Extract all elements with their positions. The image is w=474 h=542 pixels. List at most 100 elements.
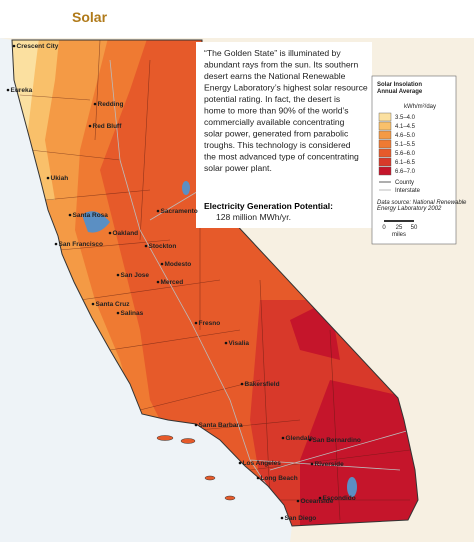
city-dot xyxy=(160,262,164,266)
city-label: Fresno xyxy=(199,320,221,327)
ocean xyxy=(0,38,292,542)
city-label: Salinas xyxy=(121,310,144,317)
legend-source: Data source: National Renewable xyxy=(377,200,467,206)
scale-unit: miles xyxy=(392,232,406,238)
city-dot xyxy=(68,213,72,217)
legend-title: Annual Average xyxy=(377,89,423,95)
description-line: desert earns the National Renewable xyxy=(204,71,346,81)
city-labels: Crescent City Eureka Redding Red Bluff Ukiah… xyxy=(6,43,361,522)
description-line: the most advanced type of concentrating xyxy=(204,152,359,162)
city-dot xyxy=(224,341,228,345)
scale-bar xyxy=(384,220,414,222)
legend-line-label: Interstate xyxy=(395,188,421,194)
city-label: Oakland xyxy=(113,230,139,237)
legend-swatch xyxy=(378,112,392,122)
city-dot xyxy=(281,436,285,440)
city-dot xyxy=(238,461,242,465)
scale-tick: 50 xyxy=(411,225,418,231)
city-dot xyxy=(93,102,97,106)
legend-swatch xyxy=(378,166,392,176)
description-line: solar power, generated from parabolic xyxy=(204,129,349,139)
city-label: Eureka xyxy=(11,87,33,94)
city-label: Sacramento xyxy=(161,208,198,215)
legend-swatch xyxy=(378,139,392,149)
city-dot xyxy=(46,176,50,180)
legend-label: 6.6–7.0 xyxy=(395,169,416,175)
city-dot xyxy=(116,311,120,315)
legend-line-label: County xyxy=(395,180,414,186)
description-line: potential rating. In fact, the desert is xyxy=(204,94,340,104)
legend-swatch xyxy=(378,157,392,167)
description-line: abundant rays from the sun. Its southern xyxy=(204,60,359,70)
page-title: Solar xyxy=(72,9,108,25)
city-dot xyxy=(296,499,300,503)
city-dot xyxy=(240,382,244,386)
islands xyxy=(156,435,236,501)
city-label: Oceanside xyxy=(301,498,334,505)
description-line: solar power plant. xyxy=(204,163,272,173)
city-dot xyxy=(6,88,10,92)
zone xyxy=(12,40,40,130)
city-label: Bakersfield xyxy=(245,381,280,388)
description-line: “The Golden State” is illuminated by xyxy=(204,48,341,58)
city-dot xyxy=(54,242,58,246)
city-label: San Francisco xyxy=(59,241,103,248)
description-line: troughs. This technology is considered xyxy=(204,140,351,150)
city-label: Los Angeles xyxy=(243,460,282,467)
city-label: Stockton xyxy=(149,243,177,250)
city-dot xyxy=(280,516,284,520)
text-box xyxy=(196,42,372,228)
county-lines xyxy=(19,40,411,521)
city-dot xyxy=(91,302,95,306)
city-dot xyxy=(108,231,112,235)
interstates xyxy=(109,59,411,521)
legend-label: 4.6–5.0 xyxy=(395,133,416,139)
scale-tick: 25 xyxy=(396,225,403,231)
description: “The Golden State” is illuminated by abun… xyxy=(204,48,368,173)
legend-unit: kWh/m²/day xyxy=(404,104,436,110)
legend-title: Solar Insolation xyxy=(377,82,422,88)
description-line: Energy Laboratory’s highest solar resour… xyxy=(204,83,368,93)
city-label: Santa Cruz xyxy=(96,301,131,308)
city-dot xyxy=(144,244,148,248)
legend-label: 5.6–6.0 xyxy=(395,151,416,157)
description-line: commercially available concentrating xyxy=(204,117,345,127)
city-dot xyxy=(318,496,322,500)
legend-label: 4.1–4.5 xyxy=(395,124,416,130)
city-label: Modesto xyxy=(165,261,192,268)
city-label: Merced xyxy=(161,279,184,286)
city-label: Santa Rosa xyxy=(73,212,109,219)
city-dot xyxy=(194,423,198,427)
city-label: Visalia xyxy=(229,340,250,347)
generation-label: Electricity Generation Potential: xyxy=(204,201,333,211)
lake xyxy=(347,477,357,497)
city-dot xyxy=(156,280,160,284)
lake xyxy=(182,181,190,195)
state-outline xyxy=(11,39,419,527)
city-dot xyxy=(308,438,312,442)
city-label: Long Beach xyxy=(261,475,298,482)
city-label: San Jose xyxy=(121,272,150,279)
city-dot xyxy=(194,321,198,325)
city-label: Red Bluff xyxy=(93,123,123,130)
city-label: Santa Barbara xyxy=(199,422,243,429)
description-line: home to more than 90% of the world’s xyxy=(204,106,349,116)
city-dot xyxy=(116,273,120,277)
legend-swatch xyxy=(378,148,392,158)
city-label: Crescent City xyxy=(17,43,59,50)
legend-source: Energy Laboratory 2002 xyxy=(377,206,442,212)
legend-swatch xyxy=(378,121,392,131)
city-label: Escondido xyxy=(323,495,356,502)
legend-label: 6.1–6.5 xyxy=(395,160,416,166)
city-label: Riverside xyxy=(315,461,345,468)
city-label: San Diego xyxy=(285,515,317,522)
legend-swatch xyxy=(378,130,392,140)
city-dot xyxy=(156,209,160,213)
city-label: San Bernardino xyxy=(313,437,361,444)
city-label: Ukiah xyxy=(51,175,69,182)
bay xyxy=(82,211,110,233)
city-dot xyxy=(256,476,260,480)
scale-tick: 0 xyxy=(382,225,386,231)
